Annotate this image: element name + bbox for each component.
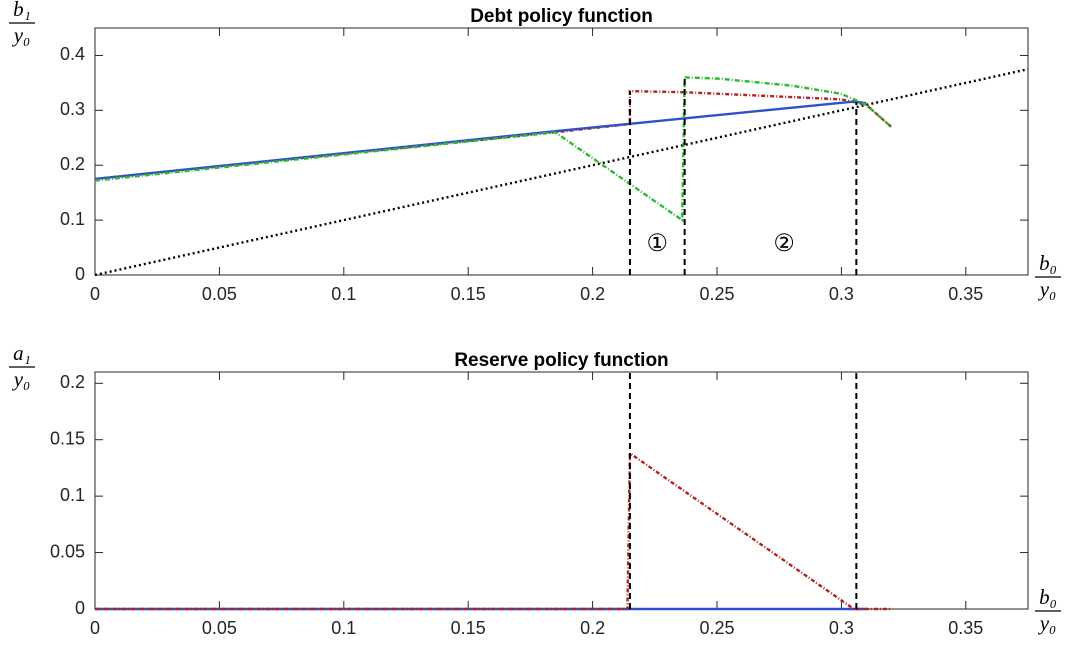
series-line	[94, 100, 867, 181]
x-tick-label: 0.15	[451, 284, 486, 304]
axis-label-denominator: y₀	[12, 367, 31, 391]
x-tick-label: 0.15	[451, 618, 486, 638]
axis-label-numerator: a₁	[13, 341, 31, 365]
x-tick-label: 0.1	[331, 284, 356, 304]
annotation: ②	[773, 230, 795, 257]
axis-label-numerator: b₀	[1039, 585, 1057, 609]
y-tick-label: 0.2	[60, 372, 85, 392]
y-tick-label: 0.3	[60, 99, 85, 119]
chart-title: Debt policy function	[470, 6, 653, 27]
x-tick-label: 0.05	[202, 284, 237, 304]
x-tick-label: 0.1	[331, 618, 356, 638]
x-tick-label: 0.05	[202, 618, 237, 638]
plot-area	[94, 371, 1029, 610]
x-tick-label: 0.3	[829, 618, 854, 638]
y-tick-label: 0.15	[50, 428, 85, 448]
chart-title: Reserve policy function	[454, 350, 668, 371]
y-tick-label: 0	[75, 264, 85, 284]
y-tick-label: 0.05	[50, 541, 85, 561]
x-tick-label: 0.35	[948, 284, 983, 304]
series-line	[94, 67, 1029, 277]
series-line	[95, 450, 892, 611]
y-tick-label: 0	[75, 598, 85, 618]
y-tick-label: 0.2	[60, 154, 85, 174]
plot-area	[94, 27, 1029, 276]
x-tick-label: 0.2	[580, 618, 605, 638]
axis-label-denominator: y₀	[1038, 611, 1057, 635]
x-tick-label: 0	[90, 284, 100, 304]
x-tick-label: 0.35	[948, 618, 983, 638]
series-line	[94, 76, 892, 223]
annotation: ①	[647, 230, 669, 257]
axis-label-denominator: y₀	[12, 23, 31, 47]
y-tick-label: 0.1	[60, 485, 85, 505]
x-tick-label: 0.25	[699, 618, 734, 638]
y-tick-label: 0.1	[60, 209, 85, 229]
x-tick-label: 0.2	[580, 284, 605, 304]
y-tick-label: 0.4	[60, 44, 85, 64]
axis-label-numerator: b₀	[1039, 251, 1057, 275]
x-tick-label: 0	[90, 618, 100, 638]
axis-label-numerator: b₁	[13, 0, 31, 21]
x-tick-label: 0.3	[829, 284, 854, 304]
x-tick-label: 0.25	[699, 284, 734, 304]
axis-label-denominator: y₀	[1038, 277, 1057, 301]
